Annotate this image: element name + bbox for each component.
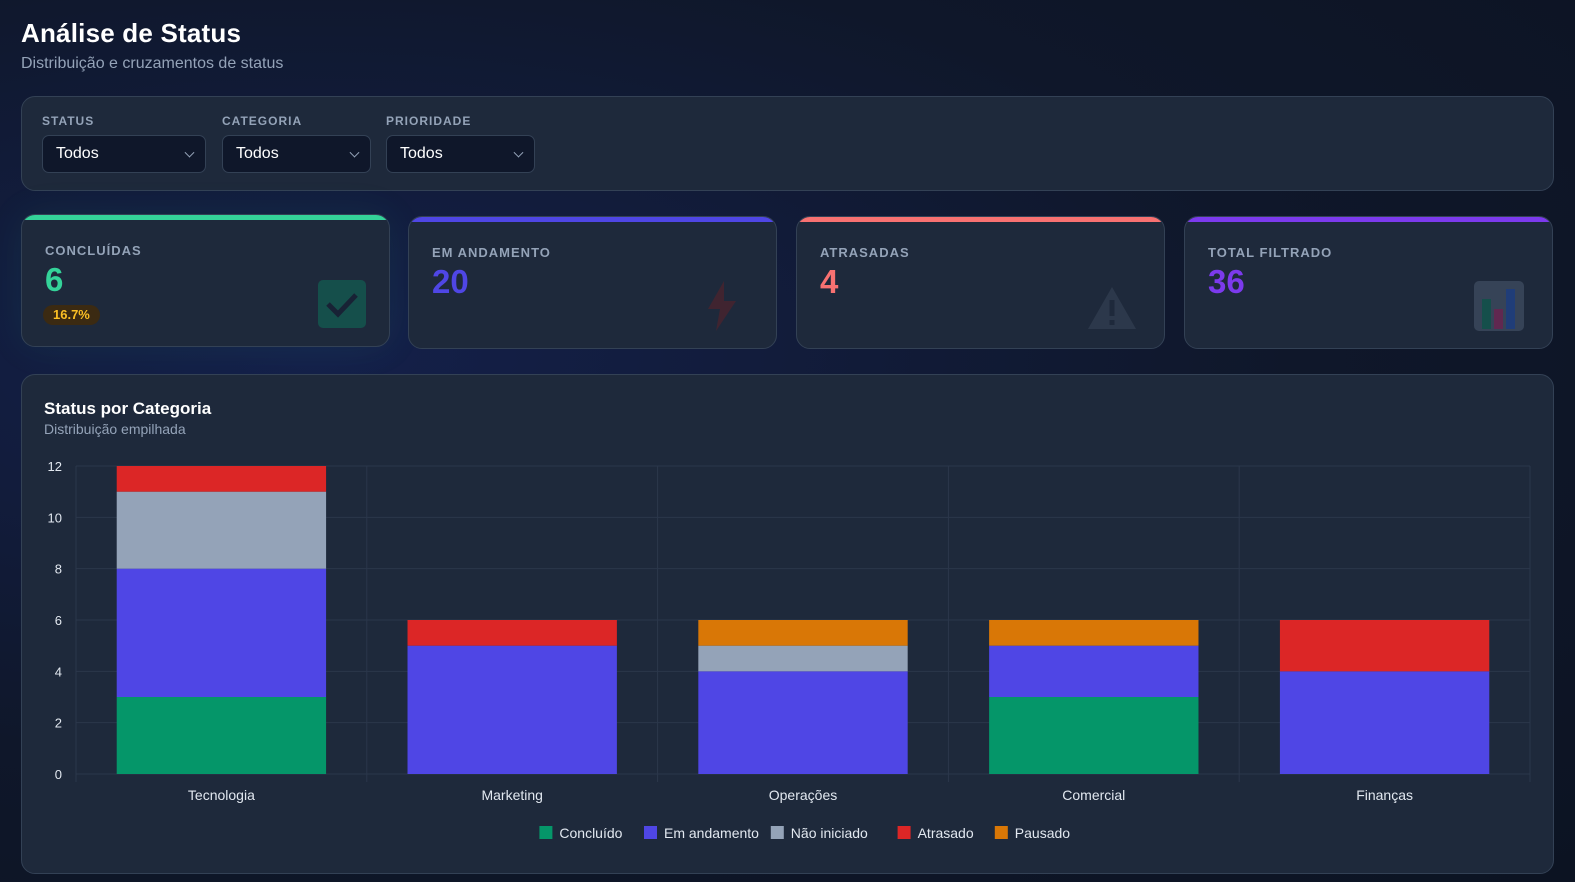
bar-segment bbox=[698, 645, 908, 672]
legend-label: Pausado bbox=[1015, 825, 1070, 841]
kpi-value: 4 bbox=[820, 263, 839, 300]
page-subtitle: Distribuição e cruzamentos de status bbox=[21, 55, 284, 72]
prioridade-select-value: Todos bbox=[400, 145, 443, 162]
percent-badge: 16.7% bbox=[43, 305, 100, 325]
kpi-card-concluidas: CONCLUÍDAS 6 16.7% bbox=[21, 214, 390, 347]
chevron-down-icon bbox=[184, 147, 195, 158]
kpi-label: EM ANDAMENTO bbox=[432, 245, 551, 260]
x-tick-label: Finanças bbox=[1356, 787, 1413, 803]
x-tick-label: Comercial bbox=[1062, 787, 1125, 803]
bar-segment bbox=[989, 697, 1199, 774]
bar-segment bbox=[116, 491, 327, 569]
warning-icon bbox=[1086, 285, 1138, 336]
y-tick-label: 10 bbox=[48, 510, 62, 525]
chart-title: Status por Categoria bbox=[44, 399, 212, 418]
legend-label: Atrasado bbox=[918, 825, 974, 841]
bar-segment bbox=[698, 620, 908, 646]
prioridade-select[interactable]: Todos bbox=[386, 135, 535, 173]
legend-swatch bbox=[539, 826, 553, 839]
y-tick-label: 8 bbox=[55, 562, 62, 577]
stacked-bar-chart: 0 2 4 6 8 10 12 Tecnologia Marketing Operações Com… bbox=[48, 459, 1531, 841]
filters-panel: STATUS Todos CATEGORIA Todos PRIORIDADE … bbox=[21, 96, 1554, 191]
y-tick-label: 6 bbox=[55, 613, 62, 628]
chevron-down-icon bbox=[349, 147, 360, 158]
bar-segment bbox=[116, 568, 327, 697]
kpi-value: 20 bbox=[432, 263, 469, 300]
y-tick-label: 0 bbox=[55, 767, 62, 782]
bar-segment bbox=[407, 645, 617, 774]
kpi-accent-bar bbox=[797, 217, 1164, 222]
kpi-label: CONCLUÍDAS bbox=[45, 243, 142, 258]
bar-segment bbox=[989, 645, 1199, 697]
chart-subtitle: Distribuição empilhada bbox=[44, 421, 186, 437]
x-tick-label: Marketing bbox=[481, 787, 542, 803]
y-tick-label: 2 bbox=[55, 716, 62, 731]
chart-card: Status por Categoria Distribuição empilh… bbox=[21, 374, 1554, 874]
filter-categoria: CATEGORIA Todos bbox=[222, 114, 371, 173]
filter-status: STATUS Todos bbox=[42, 114, 206, 173]
kpi-accent-bar bbox=[1185, 217, 1552, 222]
bar-segment bbox=[698, 671, 908, 774]
filter-categoria-label: CATEGORIA bbox=[222, 114, 303, 128]
kpi-value: 36 bbox=[1208, 263, 1245, 300]
bar-chart-icon bbox=[1474, 281, 1524, 336]
legend-label: Não iniciado bbox=[791, 825, 868, 841]
y-tick-label: 12 bbox=[48, 459, 62, 474]
status-select[interactable]: Todos bbox=[42, 135, 206, 173]
y-tick-label: 4 bbox=[55, 664, 62, 679]
legend-swatch bbox=[897, 826, 911, 839]
bar-segment bbox=[116, 697, 327, 774]
bar-segment bbox=[116, 466, 327, 492]
page-header: Análise de Status Distribuição e cruzame… bbox=[21, 18, 283, 73]
kpi-label: ATRASADAS bbox=[820, 245, 910, 260]
filter-status-label: STATUS bbox=[42, 114, 95, 128]
filter-prioridade: PRIORIDADE Todos bbox=[386, 114, 535, 173]
categoria-select[interactable]: Todos bbox=[222, 135, 371, 173]
kpi-value: 6 bbox=[45, 261, 64, 298]
bar-segment bbox=[1279, 671, 1490, 774]
kpi-card-atrasadas: ATRASADAS 4 bbox=[796, 216, 1165, 349]
page-title: Análise de Status bbox=[21, 18, 242, 48]
legend-swatch bbox=[644, 826, 657, 839]
kpi-accent-bar bbox=[409, 217, 776, 222]
filter-prioridade-label: PRIORIDADE bbox=[386, 114, 472, 128]
lightning-icon bbox=[706, 281, 738, 336]
bar-segment bbox=[989, 620, 1199, 646]
kpi-accent-bar bbox=[22, 215, 389, 220]
bar-segment bbox=[1279, 620, 1490, 672]
legend-swatch bbox=[994, 826, 1008, 839]
check-icon bbox=[317, 279, 367, 334]
chevron-down-icon bbox=[513, 147, 524, 158]
kpi-card-em-andamento: EM ANDAMENTO 20 bbox=[408, 216, 777, 349]
kpi-card-total: TOTAL FILTRADO 36 bbox=[1184, 216, 1553, 349]
x-tick-label: Operações bbox=[769, 787, 837, 803]
categoria-select-value: Todos bbox=[236, 145, 279, 162]
x-tick-label: Tecnologia bbox=[188, 787, 255, 803]
bar-segment bbox=[407, 620, 617, 646]
legend-label: Em andamento bbox=[664, 825, 759, 841]
legend-label: Concluído bbox=[559, 825, 622, 841]
kpi-label: TOTAL FILTRADO bbox=[1208, 245, 1333, 260]
status-select-value: Todos bbox=[56, 145, 99, 162]
legend-swatch bbox=[770, 826, 784, 839]
